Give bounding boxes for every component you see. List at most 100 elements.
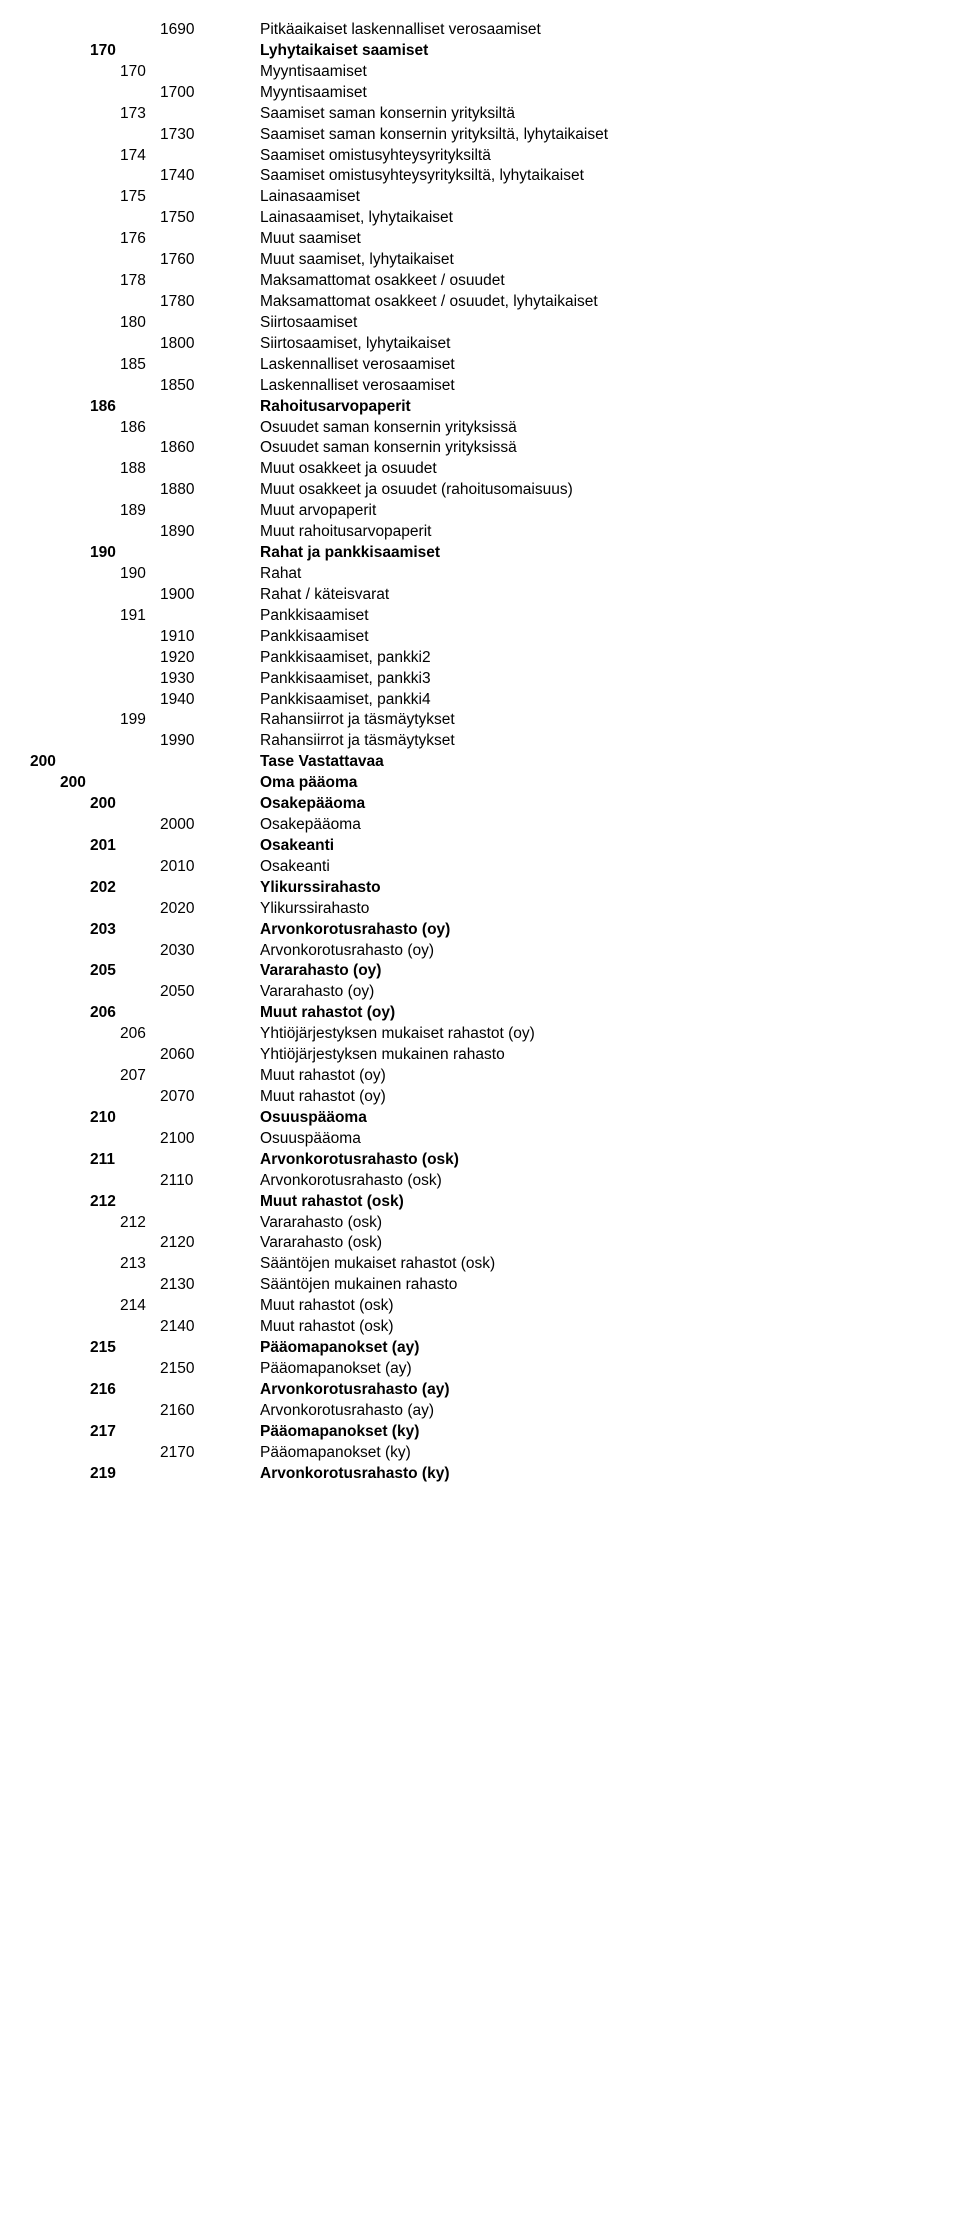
account-code: 215 [20, 1338, 260, 1359]
account-label: Ylikurssirahasto [260, 899, 940, 920]
account-row: 180Siirtosaamiset [20, 313, 940, 334]
account-code: 2100 [20, 1129, 260, 1150]
account-label: Laskennalliset verosaamiset [260, 355, 940, 376]
account-label: Oma pääoma [260, 773, 940, 794]
account-label: Siirtosaamiset, lyhytaikaiset [260, 334, 940, 355]
account-label: Pankkisaamiset, pankki3 [260, 669, 940, 690]
account-code: 212 [20, 1213, 260, 1234]
account-code: 2060 [20, 1045, 260, 1066]
account-label: Sääntöjen mukaiset rahastot (osk) [260, 1254, 940, 1275]
account-row: 2120Vararahasto (osk) [20, 1233, 940, 1254]
account-row: 1900Rahat / käteisvarat [20, 585, 940, 606]
account-code: 2160 [20, 1401, 260, 1422]
account-code: 1700 [20, 83, 260, 104]
account-row: 1690Pitkäaikaiset laskennalliset verosaa… [20, 20, 940, 41]
account-code: 1890 [20, 522, 260, 543]
account-row: 1700Myyntisaamiset [20, 83, 940, 104]
account-label: Rahat / käteisvarat [260, 585, 940, 606]
account-label: Muut rahastot (osk) [260, 1317, 940, 1338]
account-code: 2050 [20, 982, 260, 1003]
account-code: 173 [20, 104, 260, 125]
account-code: 1910 [20, 627, 260, 648]
account-label: Sääntöjen mukainen rahasto [260, 1275, 940, 1296]
account-label: Muut saamiset, lyhytaikaiset [260, 250, 940, 271]
account-code: 1730 [20, 125, 260, 146]
account-row: 1780Maksamattomat osakkeet / osuudet, ly… [20, 292, 940, 313]
account-label: Laskennalliset verosaamiset [260, 376, 940, 397]
account-label: Vararahasto (osk) [260, 1233, 940, 1254]
account-label: Muut osakkeet ja osuudet [260, 459, 940, 480]
account-label: Maksamattomat osakkeet / osuudet, lyhyta… [260, 292, 940, 313]
account-label: Arvonkorotusrahasto (ky) [260, 1464, 940, 1485]
account-code: 200 [20, 752, 260, 773]
account-code: 1940 [20, 690, 260, 711]
account-code: 1900 [20, 585, 260, 606]
account-label: Saamiset omistusyhteysyrityksiltä [260, 146, 940, 167]
account-row: 173Saamiset saman konsernin yrityksiltä [20, 104, 940, 125]
account-row: 206Yhtiöjärjestyksen mukaiset rahastot (… [20, 1024, 940, 1045]
account-row: 2010Osakeanti [20, 857, 940, 878]
account-row: 200Tase Vastattavaa [20, 752, 940, 773]
account-label: Rahansiirrot ja täsmäytykset [260, 710, 940, 731]
account-label: Rahansiirrot ja täsmäytykset [260, 731, 940, 752]
account-label: Muut rahastot (oy) [260, 1003, 940, 1024]
account-label: Pääomapanokset (ky) [260, 1422, 940, 1443]
account-row: 2020Ylikurssirahasto [20, 899, 940, 920]
account-row: 1740Saamiset omistusyhteysyrityksiltä, l… [20, 166, 940, 187]
account-row: 206Muut rahastot (oy) [20, 1003, 940, 1024]
account-code: 170 [20, 41, 260, 62]
account-code: 201 [20, 836, 260, 857]
account-row: 205Vararahasto (oy) [20, 961, 940, 982]
account-code: 1740 [20, 166, 260, 187]
account-row: 2140Muut rahastot (osk) [20, 1317, 940, 1338]
account-label: Pankkisaamiset, pankki2 [260, 648, 940, 669]
account-label: Yhtiöjärjestyksen mukainen rahasto [260, 1045, 940, 1066]
account-code: 2120 [20, 1233, 260, 1254]
account-row: 176Muut saamiset [20, 229, 940, 250]
account-row: 211Arvonkorotusrahasto (osk) [20, 1150, 940, 1171]
account-code: 1930 [20, 669, 260, 690]
account-code: 203 [20, 920, 260, 941]
account-row: 212Muut rahastot (osk) [20, 1192, 940, 1213]
account-row: 1860Osuudet saman konsernin yrityksissä [20, 438, 940, 459]
account-label: Muut rahastot (osk) [260, 1296, 940, 1317]
account-row: 186Rahoitusarvopaperit [20, 397, 940, 418]
account-label: Pääomapanokset (ky) [260, 1443, 940, 1464]
account-label: Rahoitusarvopaperit [260, 397, 940, 418]
account-code: 1800 [20, 334, 260, 355]
account-label: Muut rahastot (oy) [260, 1066, 940, 1087]
account-label: Muut osakkeet ja osuudet (rahoitusomaisu… [260, 480, 940, 501]
account-code: 2150 [20, 1359, 260, 1380]
account-label: Lainasaamiset [260, 187, 940, 208]
account-row: 217Pääomapanokset (ky) [20, 1422, 940, 1443]
account-row: 2170Pääomapanokset (ky) [20, 1443, 940, 1464]
account-code: 1690 [20, 20, 260, 41]
account-code: 2030 [20, 941, 260, 962]
account-row: 170Myyntisaamiset [20, 62, 940, 83]
account-row: 1990Rahansiirrot ja täsmäytykset [20, 731, 940, 752]
account-label: Osuudet saman konsernin yrityksissä [260, 418, 940, 439]
account-row: 2000Osakepääoma [20, 815, 940, 836]
account-row: 202Ylikurssirahasto [20, 878, 940, 899]
account-code: 2000 [20, 815, 260, 836]
account-label: Arvonkorotusrahasto (osk) [260, 1150, 940, 1171]
account-row: 2100Osuuspääoma [20, 1129, 940, 1150]
account-label: Pankkisaamiset, pankki4 [260, 690, 940, 711]
account-row: 1930Pankkisaamiset, pankki3 [20, 669, 940, 690]
account-row: 1910Pankkisaamiset [20, 627, 940, 648]
account-code: 217 [20, 1422, 260, 1443]
account-code: 1880 [20, 480, 260, 501]
account-row: 185Laskennalliset verosaamiset [20, 355, 940, 376]
account-code: 1920 [20, 648, 260, 669]
account-row: 178Maksamattomat osakkeet / osuudet [20, 271, 940, 292]
account-label: Vararahasto (osk) [260, 1213, 940, 1234]
account-label: Saamiset saman konsernin yrityksiltä, ly… [260, 125, 940, 146]
account-code: 211 [20, 1150, 260, 1171]
account-row: 1800Siirtosaamiset, lyhytaikaiset [20, 334, 940, 355]
account-label: Arvonkorotusrahasto (osk) [260, 1171, 940, 1192]
account-row: 2150Pääomapanokset (ay) [20, 1359, 940, 1380]
account-row: 190Rahat [20, 564, 940, 585]
account-row: 200Oma pääoma [20, 773, 940, 794]
account-code: 2130 [20, 1275, 260, 1296]
account-label: Pankkisaamiset [260, 627, 940, 648]
